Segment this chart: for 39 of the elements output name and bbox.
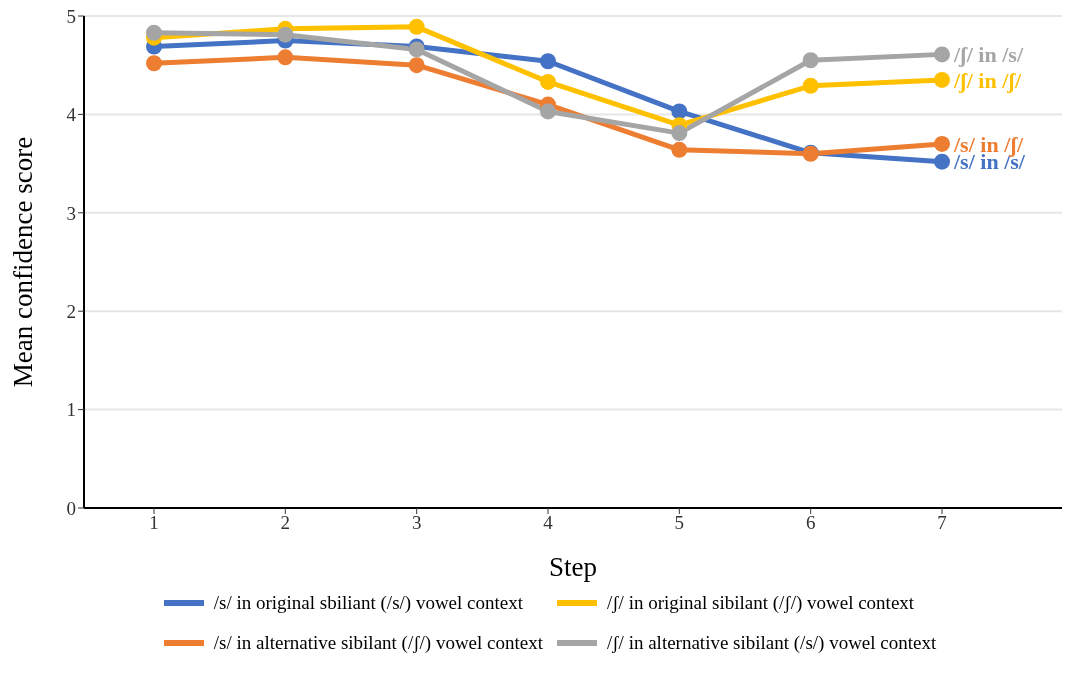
point [934, 46, 950, 63]
y-axis-title: Mean confidence score [7, 136, 38, 388]
x-tick-label: 3 [411, 512, 422, 534]
legend-label: /ʃ/ in original sibilant (/ʃ/) vowel context [607, 592, 915, 614]
point [671, 125, 688, 142]
y-tick-label: 5 [66, 5, 76, 27]
x-tick-label: 6 [805, 512, 816, 534]
point [540, 103, 556, 120]
x-tick-label: 7 [937, 512, 947, 534]
annotation: /ʃ/ in /s/ [953, 42, 1024, 68]
point [277, 49, 294, 66]
x-tick-label: 5 [674, 512, 685, 534]
legend-label: /s/ in alternative sibilant (/ʃ/) vowel context [213, 632, 543, 654]
point [408, 18, 425, 35]
point [671, 103, 688, 120]
point [540, 73, 556, 90]
annotation: /ʃ/ in /ʃ/ [953, 67, 1022, 93]
x-tick-label: 1 [149, 512, 159, 534]
legend-label: /s/ in original sbiliant (/s/) vowel context [213, 592, 523, 614]
point [802, 77, 819, 94]
point [277, 26, 294, 43]
y-tick-label: 3 [66, 202, 76, 224]
y-tick-label: 4 [66, 104, 77, 126]
point [934, 153, 950, 170]
legend-label: /ʃ/ in alternative sibilant (/s/) vowel context [607, 632, 937, 654]
point [934, 71, 950, 88]
point [146, 55, 162, 72]
point [146, 24, 162, 41]
y-tick-label: 1 [66, 399, 76, 421]
x-tick-label: 4 [543, 512, 554, 534]
x-axis-title: Step [548, 552, 598, 582]
x-tick-label: 2 [280, 512, 291, 534]
y-tick-label: 2 [66, 300, 76, 322]
point [408, 57, 425, 74]
y-tick-label: 0 [66, 497, 76, 519]
point [802, 52, 819, 69]
point [934, 135, 950, 152]
point [671, 141, 688, 158]
point [540, 53, 556, 70]
